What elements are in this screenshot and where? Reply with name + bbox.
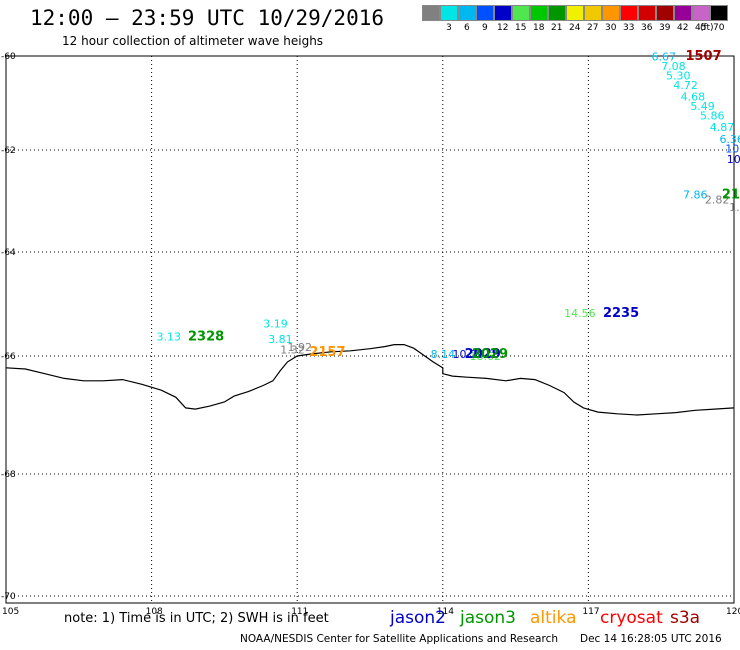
swh-value-label: 6.36 — [719, 133, 740, 146]
satellite-s3a-label: s3a — [670, 608, 701, 628]
legend-swatch — [494, 5, 512, 21]
legend-label: 21 — [551, 23, 563, 33]
legend-swatch — [656, 5, 674, 21]
legend-label: 30 — [605, 23, 617, 33]
color-legend: 3 6 9 12 15 18 21 24 27 30 33 36 39 42 45 70 (ft) — [422, 5, 728, 39]
legend-label: 24 — [569, 23, 581, 33]
swh-value-label: 5.86 — [700, 109, 725, 122]
pass-time-label: 2130 — [722, 187, 740, 202]
legend-label: 36 — [641, 23, 653, 33]
legend-label: 45 — [695, 23, 707, 33]
legend-label: 70 — [713, 23, 725, 33]
coastline — [5, 344, 735, 416]
pass-time-label: 1507 — [685, 49, 721, 64]
legend-swatch — [422, 5, 440, 21]
legend-swatch — [440, 5, 458, 21]
swh-value-label: 2.82 — [705, 194, 730, 207]
x-tick-label: 111 — [291, 607, 308, 617]
x-tick-label: 117 — [582, 607, 599, 617]
pass-time-label: 2328 — [188, 329, 224, 344]
legend-swatch — [548, 5, 566, 21]
swh-value-label: 3.13 — [156, 330, 181, 343]
legend-swatch — [530, 5, 548, 21]
legend-swatch — [476, 5, 494, 21]
swh-value-label: 1.32 — [280, 343, 305, 356]
legend-swatch — [512, 5, 530, 21]
map-subtitle: 12 hour collection of altimeter wave hei… — [62, 34, 324, 48]
y-tick-label: -68 — [1, 470, 16, 480]
y-tick-label: -64 — [1, 248, 16, 258]
x-tick-label: 108 — [146, 607, 163, 617]
legend-label: 42 — [677, 23, 689, 33]
legend-swatch — [674, 5, 692, 21]
pass-time-label: 2029 — [472, 347, 508, 362]
swh-value-label: 1. — [729, 201, 740, 214]
legend-swatch — [566, 5, 584, 21]
swh-value-label: 4.72 — [673, 79, 698, 92]
swh-value-label: 8.14 — [431, 348, 456, 361]
legend-label: 15 — [515, 23, 527, 33]
legend-label: 9 — [482, 23, 488, 33]
x-tick-label: 114 — [437, 607, 454, 617]
swh-value-label: 10 — [725, 143, 739, 156]
swh-value-label: 4.68 — [681, 91, 706, 104]
y-tick-label: -66 — [1, 352, 16, 362]
swh-value-label: 5.49 — [690, 100, 715, 113]
swh-value-label: 3.19 — [263, 317, 288, 330]
footer-date: Dec 14 16:28:05 UTC 2016 — [580, 633, 722, 645]
footer-note: note: 1) Time is in UTC; 2) SWH is in fe… — [64, 611, 329, 626]
graticule — [6, 56, 734, 603]
footer-credit: NOAA/NESDIS Center for Satellite Applica… — [240, 633, 558, 645]
x-tick-label: 120 — [726, 607, 740, 617]
pass-time-label: 2157 — [309, 345, 345, 360]
x-tick-label: 105 — [2, 607, 19, 617]
legend-swatch — [620, 5, 638, 21]
y-tick-label: -60 — [1, 52, 16, 62]
observation-labels: 6.677.085.304.724.685.495.864.876.361010… — [156, 49, 740, 363]
swh-value-label: 10 — [727, 153, 740, 166]
plot-frame — [5, 55, 735, 604]
axis-tick-labels: 105 108 111 114 117 120 -60 -62 -64 -66 -68 -70 — [1, 52, 740, 617]
swh-value-label: 14.56 — [564, 307, 596, 320]
legend-label: 3 — [446, 23, 452, 33]
swh-value-label: 10.29 — [453, 348, 485, 361]
satellite-altika-label: altika — [530, 608, 577, 628]
legend-label: 39 — [659, 23, 671, 33]
pass-time-label: 2029 — [465, 347, 501, 362]
legend-swatch — [692, 5, 710, 21]
satellite-cryosat-label: cryosat — [600, 608, 663, 628]
satellite-jason3-label: jason3 — [460, 608, 516, 628]
swh-value-label: 7.08 — [661, 60, 686, 73]
legend-unit-label: (ft) — [700, 23, 714, 33]
legend-label: 27 — [587, 23, 599, 33]
swh-value-label: 6.67 — [651, 51, 676, 64]
legend-label: 33 — [623, 23, 635, 33]
legend-swatch — [710, 5, 728, 21]
swh-value-label: 18.62 — [469, 350, 501, 363]
satellite-jason2-label: jason2 — [390, 608, 446, 628]
swh-value-label: 5.30 — [666, 70, 691, 83]
legend-label: 12 — [497, 23, 509, 33]
legend-swatch — [638, 5, 656, 21]
swh-value-label: 4.87 — [710, 121, 735, 134]
swh-value-label: 1.92 — [287, 341, 312, 354]
swh-value-label: 3.81 — [268, 333, 293, 346]
swh-value-label: 7.86 — [683, 188, 708, 201]
pass-time-label: 2235 — [603, 306, 639, 321]
legend-label: 18 — [533, 23, 545, 33]
legend-label: 6 — [464, 23, 470, 33]
legend-swatch — [602, 5, 620, 21]
y-tick-label: -62 — [1, 146, 16, 156]
map-title: 12:00 – 23:59 UTC 10/29/2016 — [30, 6, 385, 30]
legend-swatch — [458, 5, 476, 21]
legend-swatch — [584, 5, 602, 21]
y-tick-label: -70 — [1, 592, 16, 602]
